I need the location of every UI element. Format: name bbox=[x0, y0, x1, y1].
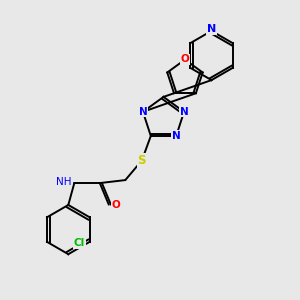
Text: NH: NH bbox=[56, 178, 71, 188]
Text: O: O bbox=[112, 200, 121, 210]
Text: N: N bbox=[172, 131, 181, 141]
Text: Cl: Cl bbox=[74, 238, 85, 248]
Text: S: S bbox=[138, 154, 146, 167]
Text: O: O bbox=[181, 54, 189, 64]
Text: N: N bbox=[207, 24, 216, 34]
Text: N: N bbox=[139, 107, 147, 117]
Text: N: N bbox=[180, 107, 188, 117]
